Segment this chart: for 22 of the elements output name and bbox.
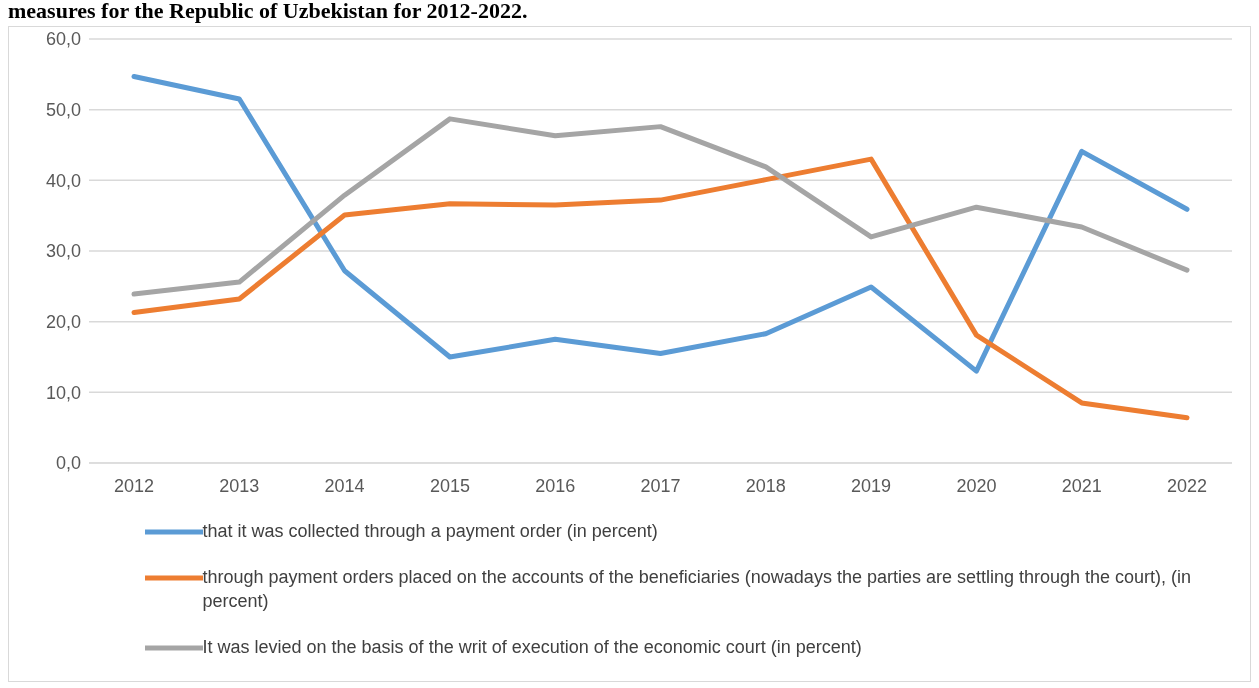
y-tick-label: 40,0 <box>45 170 81 191</box>
y-tick-label: 10,0 <box>45 382 81 403</box>
chart-title: measures for the Republic of Uzbekistan for 2012-2022. <box>8 0 529 25</box>
x-tick-label: 2019 <box>851 475 892 496</box>
x-tick-label: 2022 <box>1166 475 1208 496</box>
legend-label: It was levied on the basis of the writ of execution of the economic court (in percent) <box>202 636 862 659</box>
x-tick-label: 2017 <box>640 475 681 496</box>
y-tick-label: 60,0 <box>45 29 81 50</box>
legend-label: that it was collected through a payment order (in percent) <box>202 520 658 543</box>
x-tick-label: 2016 <box>535 475 576 496</box>
x-tick-label: 2015 <box>429 475 470 496</box>
x-tick-label: 2020 <box>956 475 997 496</box>
y-tick-label: 0,0 <box>55 453 81 474</box>
x-tick-label: 2013 <box>219 475 260 496</box>
y-tick-label: 20,0 <box>45 312 81 333</box>
x-tick-label: 2012 <box>113 475 155 496</box>
x-tick-label: 2014 <box>324 475 365 496</box>
x-tick-label: 2021 <box>1061 475 1102 496</box>
x-tick-label: 2018 <box>745 475 786 496</box>
legend-label: through payment orders placed on the accounts of the beneficiaries (nowadays the parties are settling through the court), (in percent) <box>202 566 1193 613</box>
y-tick-label: 30,0 <box>45 241 81 262</box>
y-tick-label: 50,0 <box>45 100 81 121</box>
